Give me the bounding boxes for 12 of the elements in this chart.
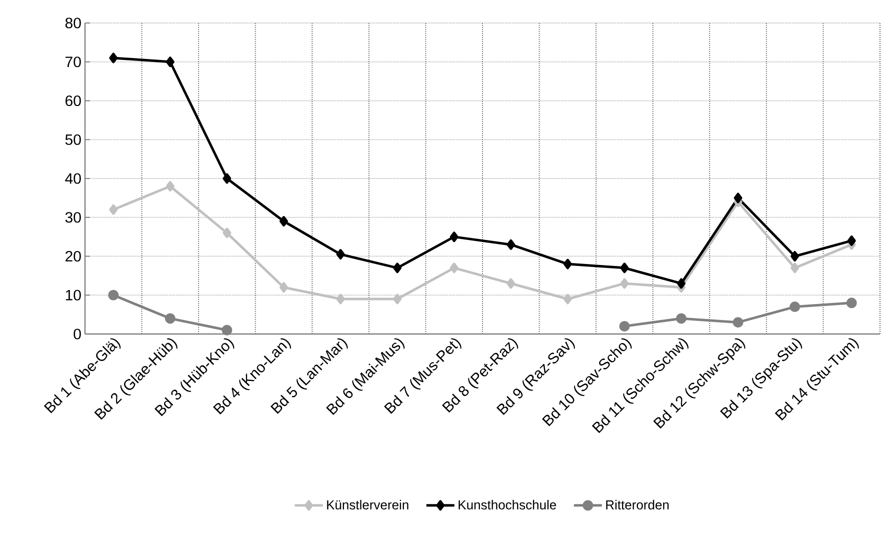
legend-label: Ritterorden (606, 500, 669, 510)
y-tick-label: 60 (66, 95, 81, 106)
y-tick-label: 30 (65, 212, 81, 223)
legend-label: Kunsthochschule (458, 500, 556, 510)
y-tick-label: 20 (66, 250, 81, 262)
y-tick-label: 80 (65, 18, 81, 28)
y-tick-label: 50 (65, 134, 81, 145)
legend-label: Künstlerverein (327, 500, 408, 510)
y-tick-label: 40 (65, 173, 81, 184)
y-tick-label: 0 (74, 328, 81, 340)
y-tick-label: 10 (66, 290, 81, 300)
y-tick-label: 70 (66, 56, 81, 68)
